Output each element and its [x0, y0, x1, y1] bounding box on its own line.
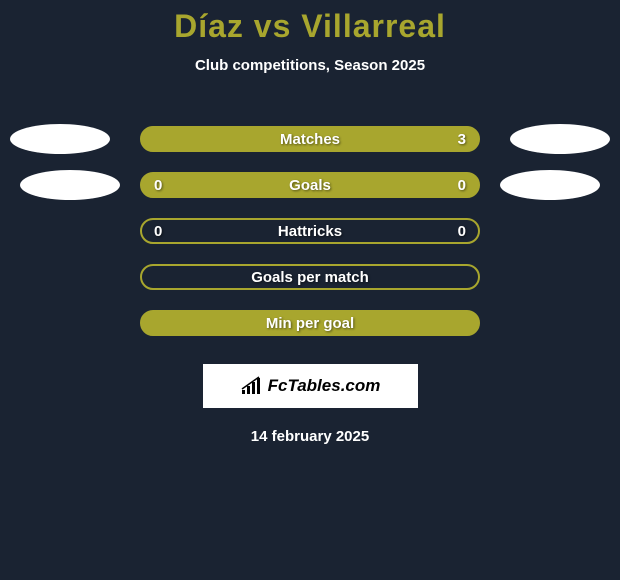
logo-box: FcTables.com — [203, 364, 418, 408]
player1-name: Díaz — [174, 8, 244, 44]
player2-name: Villarreal — [301, 8, 446, 44]
stat-pill: Goals 0 0 — [140, 172, 480, 198]
stat-row: Goals per match — [0, 254, 620, 300]
subtitle: Club competitions, Season 2025 — [195, 57, 425, 74]
chart-icon — [240, 376, 264, 396]
stat-row: Hattricks 0 0 — [0, 208, 620, 254]
date-text: 14 february 2025 — [251, 428, 369, 445]
main-container: Díaz vs Villarreal Club competitions, Se… — [0, 0, 620, 445]
stat-label: Matches — [280, 131, 340, 148]
stat-value-left: 0 — [154, 223, 162, 240]
stat-value-right: 0 — [458, 223, 466, 240]
vs-text: vs — [254, 8, 292, 44]
stats-rows: Matches 3 Goals 0 0 Hattricks 0 0 Goals per matc… — [0, 116, 620, 346]
stat-pill: Hattricks 0 0 — [140, 218, 480, 244]
stat-value-right: 3 — [458, 131, 466, 148]
stat-value-right: 0 — [458, 177, 466, 194]
page-title: Díaz vs Villarreal — [174, 8, 446, 45]
stat-label: Goals — [289, 177, 331, 194]
stat-pill: Min per goal — [140, 310, 480, 336]
stat-pill: Matches 3 — [140, 126, 480, 152]
stat-row: Min per goal — [0, 300, 620, 346]
stat-value-left: 0 — [154, 177, 162, 194]
stat-row: Goals 0 0 — [0, 162, 620, 208]
stat-label: Goals per match — [251, 269, 369, 286]
stat-row: Matches 3 — [0, 116, 620, 162]
stats-area: Matches 3 Goals 0 0 Hattricks 0 0 Goals per matc… — [0, 116, 620, 346]
logo-text: FcTables.com — [268, 376, 381, 396]
stat-pill: Goals per match — [140, 264, 480, 290]
stat-label: Min per goal — [266, 315, 354, 332]
logo-content: FcTables.com — [240, 376, 381, 396]
stat-label: Hattricks — [278, 223, 342, 240]
